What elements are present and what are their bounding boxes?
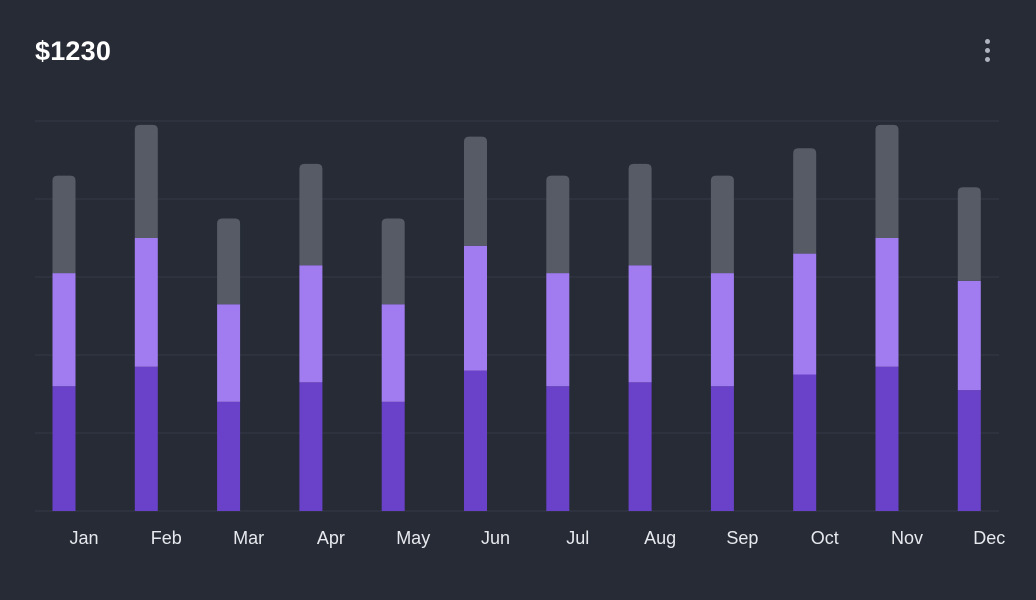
x-tick-label-jul: Jul bbox=[566, 528, 589, 548]
bar-segment-jun-3[interactable] bbox=[464, 136, 487, 246]
bar-segment-dec-3[interactable] bbox=[957, 187, 981, 281]
x-tick-label-may: May bbox=[396, 528, 430, 548]
bar-segment-oct-2[interactable] bbox=[793, 253, 817, 375]
bar-segment-apr-2[interactable] bbox=[299, 265, 323, 383]
x-tick-label-apr: Apr bbox=[317, 528, 345, 548]
bar-segment-oct-3[interactable] bbox=[793, 148, 817, 254]
x-tick-label-mar: Mar bbox=[233, 528, 264, 548]
bar-segment-dec-1[interactable] bbox=[957, 390, 981, 511]
bars bbox=[52, 124, 981, 512]
bar-segment-aug-2[interactable] bbox=[628, 265, 652, 383]
bar-segment-jan-2[interactable] bbox=[52, 273, 76, 387]
menu-dot bbox=[984, 47, 990, 53]
card-title: $1230 bbox=[35, 36, 112, 66]
bar-segment-jul-1[interactable] bbox=[546, 386, 570, 511]
bar-segment-apr-1[interactable] bbox=[299, 382, 323, 511]
bar-segment-nov-1[interactable] bbox=[875, 366, 899, 511]
grid-lines bbox=[35, 120, 999, 512]
bar-segment-mar-2[interactable] bbox=[217, 304, 241, 402]
x-tick-label-sep: Sep bbox=[726, 528, 758, 548]
bar-segment-oct-1[interactable] bbox=[793, 374, 817, 512]
bar-segment-feb-1[interactable] bbox=[134, 366, 158, 511]
bar-segment-jun-1[interactable] bbox=[464, 370, 487, 511]
bar-segment-feb-2[interactable] bbox=[134, 238, 158, 367]
x-tick-label-dec: Dec bbox=[973, 528, 1005, 548]
menu-dot bbox=[984, 56, 990, 62]
x-tick-label-jun: Jun bbox=[481, 528, 510, 548]
bar-segment-jul-3[interactable] bbox=[546, 175, 570, 274]
bar-segment-sep-3[interactable] bbox=[710, 175, 734, 274]
bar-segment-nov-2[interactable] bbox=[875, 238, 899, 367]
x-tick-label-feb: Feb bbox=[151, 528, 182, 548]
x-tick-label-jan: Jan bbox=[69, 528, 98, 548]
x-axis-labels: Jan Feb Mar Apr May Jun Jul Aug Sep Oct Nov Dec bbox=[69, 528, 1005, 548]
x-tick-label-aug: Aug bbox=[644, 528, 676, 548]
bar-segment-jan-1[interactable] bbox=[52, 386, 76, 511]
x-tick-label-nov: Nov bbox=[891, 528, 923, 548]
bar-segment-sep-1[interactable] bbox=[710, 386, 734, 511]
bar-segment-feb-3[interactable] bbox=[134, 124, 158, 238]
bar-segment-may-1[interactable] bbox=[381, 401, 405, 511]
bar-segment-mar-1[interactable] bbox=[217, 401, 241, 511]
bar-segment-apr-3[interactable] bbox=[299, 163, 323, 266]
bar-segment-mar-3[interactable] bbox=[217, 218, 241, 305]
bar-segment-nov-3[interactable] bbox=[875, 124, 899, 238]
x-tick-label-oct: Oct bbox=[811, 528, 839, 548]
bar-segment-may-2[interactable] bbox=[381, 304, 405, 402]
bar-segment-jul-2[interactable] bbox=[546, 273, 570, 387]
menu-dot bbox=[984, 38, 990, 44]
bar-segment-jun-2[interactable] bbox=[464, 245, 487, 371]
more-vertical-icon[interactable] bbox=[975, 36, 999, 64]
bar-segment-aug-1[interactable] bbox=[628, 382, 652, 511]
bar-segment-aug-3[interactable] bbox=[628, 163, 652, 266]
bar-segment-may-3[interactable] bbox=[381, 218, 405, 305]
bar-segment-dec-2[interactable] bbox=[957, 280, 981, 391]
bar-segment-jan-3[interactable] bbox=[52, 175, 76, 274]
bar-segment-sep-2[interactable] bbox=[710, 273, 734, 387]
